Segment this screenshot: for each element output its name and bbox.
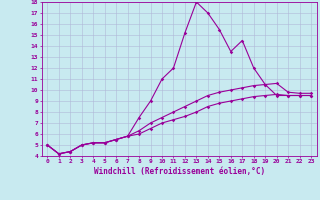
X-axis label: Windchill (Refroidissement éolien,°C): Windchill (Refroidissement éolien,°C)	[94, 167, 265, 176]
